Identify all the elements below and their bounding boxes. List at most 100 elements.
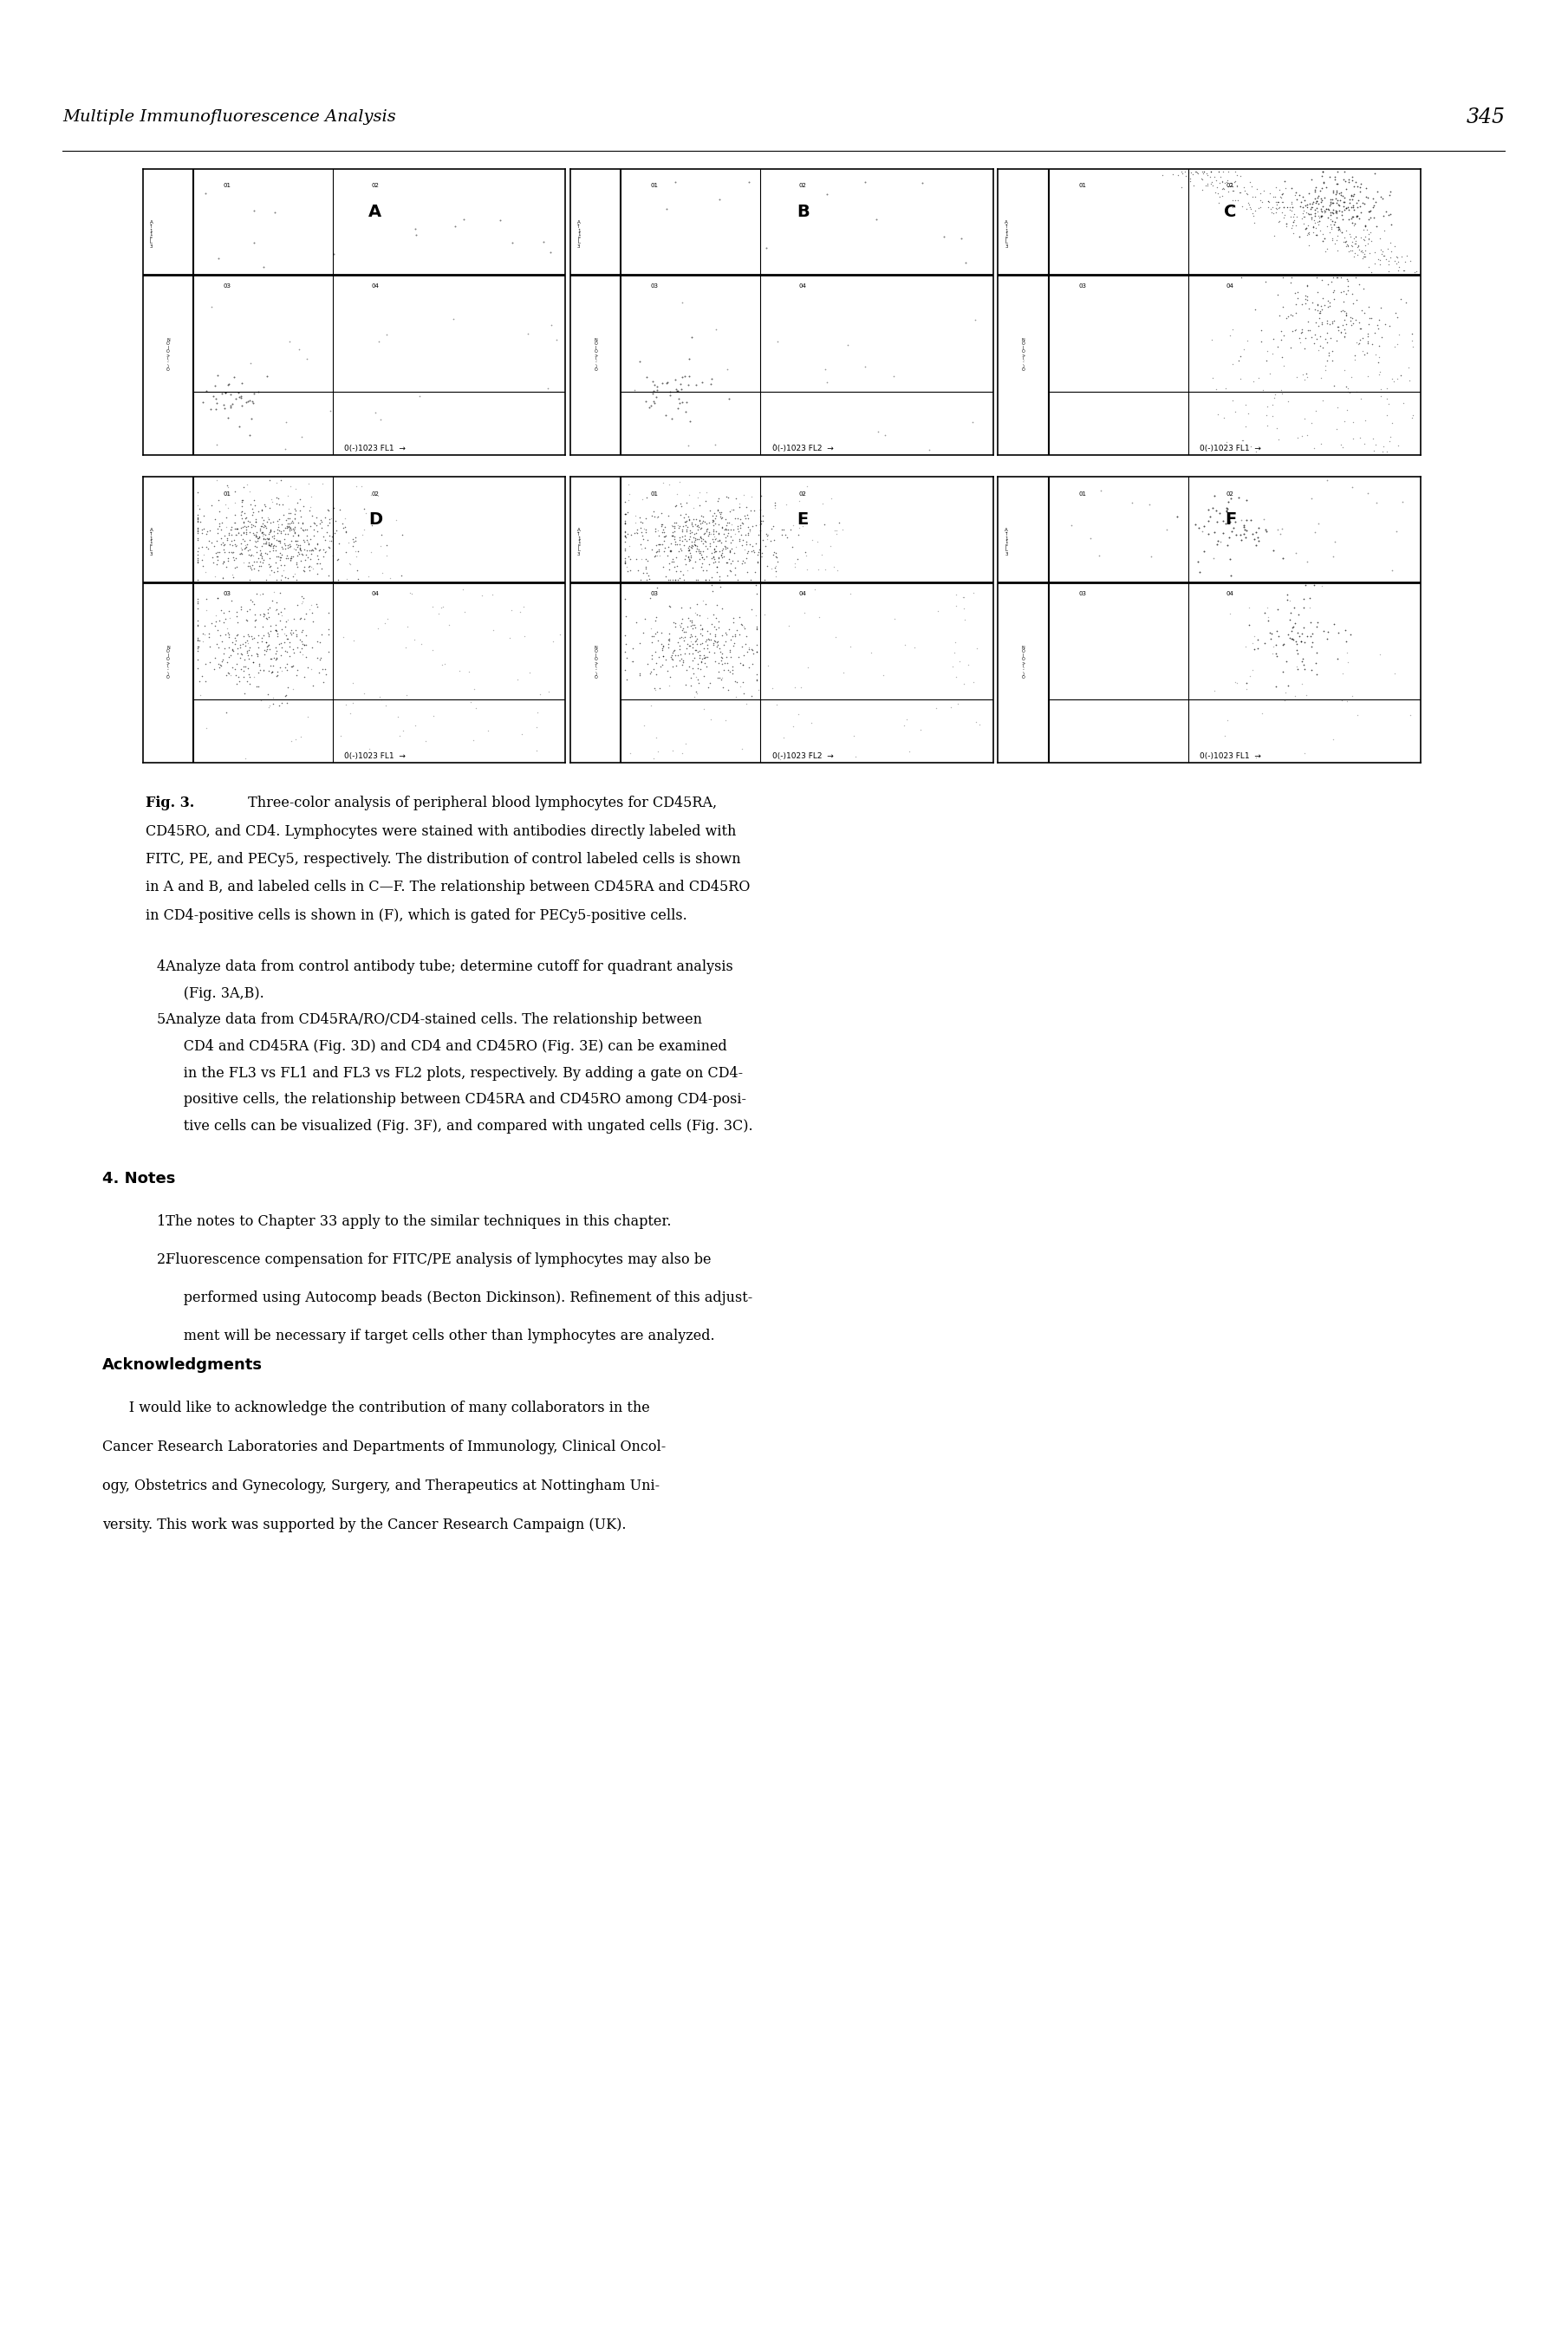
Point	[229, 378, 254, 415]
Point	[690, 610, 715, 648]
Point	[964, 629, 989, 667]
Point	[701, 502, 726, 540]
Point	[1270, 289, 1295, 326]
Point	[1303, 171, 1328, 209]
Point	[304, 526, 329, 563]
Point	[1336, 188, 1361, 225]
Point	[1264, 638, 1289, 676]
Point	[724, 662, 750, 699]
Point	[226, 373, 251, 411]
Point	[1223, 392, 1248, 430]
Point	[433, 645, 458, 683]
Point	[1284, 181, 1309, 218]
Point	[739, 476, 764, 514]
Point	[204, 603, 229, 641]
Point	[651, 512, 676, 549]
Point	[193, 580, 218, 617]
Point	[207, 493, 232, 530]
Point	[1206, 153, 1231, 190]
Point	[248, 535, 273, 573]
Point	[1225, 167, 1250, 204]
Point	[249, 620, 274, 657]
Point	[735, 516, 760, 554]
Point	[293, 542, 318, 580]
Point	[735, 535, 760, 573]
Point	[216, 629, 241, 667]
Point	[698, 493, 723, 530]
Point	[223, 472, 248, 509]
Point	[635, 542, 660, 580]
Point	[713, 530, 739, 568]
Point	[1256, 183, 1281, 221]
Point	[1245, 519, 1270, 556]
Point	[1341, 284, 1366, 322]
Point	[644, 732, 670, 770]
Point	[704, 549, 729, 587]
Point	[1236, 322, 1261, 359]
Point	[1399, 322, 1424, 359]
Point	[221, 542, 246, 580]
Point	[1178, 162, 1203, 199]
Point	[365, 610, 390, 648]
Point	[246, 648, 271, 685]
Point	[249, 537, 274, 575]
Point	[641, 498, 666, 535]
Point	[1176, 153, 1201, 190]
Point	[265, 502, 290, 540]
Text: 04: 04	[800, 284, 806, 289]
Point	[1377, 176, 1402, 214]
Point	[276, 526, 301, 563]
Point	[1336, 181, 1361, 218]
Point	[709, 509, 734, 547]
Point	[657, 373, 682, 411]
Point	[839, 575, 864, 613]
Point	[684, 657, 709, 695]
Point	[315, 610, 340, 648]
Point	[826, 505, 851, 542]
Point	[259, 652, 284, 690]
Point	[1333, 305, 1358, 343]
Point	[257, 556, 282, 594]
Point	[516, 314, 541, 352]
Point	[1348, 169, 1374, 207]
Point	[196, 530, 221, 568]
Point	[748, 537, 773, 575]
Point	[1374, 239, 1399, 277]
Point	[1297, 580, 1322, 617]
Point	[1275, 582, 1300, 620]
Point	[750, 535, 775, 573]
Point	[720, 530, 745, 568]
Point	[256, 676, 281, 713]
Point	[1400, 329, 1425, 366]
Point	[627, 624, 652, 662]
Point	[1264, 183, 1289, 221]
Point	[659, 542, 684, 580]
Point	[659, 523, 684, 561]
Point	[1328, 181, 1353, 218]
Point	[1352, 270, 1377, 307]
Point	[1223, 162, 1248, 199]
Point	[698, 664, 723, 702]
Point	[676, 634, 701, 671]
Point	[267, 500, 292, 537]
Point	[1364, 174, 1389, 211]
Point	[1239, 427, 1264, 465]
Point	[629, 561, 654, 598]
Point	[282, 512, 307, 549]
Point	[1331, 291, 1356, 329]
Point	[1284, 648, 1309, 685]
Point	[1338, 298, 1363, 336]
Point	[726, 512, 751, 549]
Point	[1334, 634, 1359, 671]
Point	[276, 526, 301, 563]
Point	[1358, 214, 1383, 251]
Point	[243, 667, 268, 704]
Point	[226, 535, 251, 573]
Point	[342, 523, 367, 561]
Point	[1301, 181, 1327, 218]
Point	[1261, 178, 1286, 216]
Point	[185, 545, 210, 582]
Point	[1294, 319, 1319, 357]
Point	[273, 603, 298, 641]
Point	[209, 591, 234, 629]
